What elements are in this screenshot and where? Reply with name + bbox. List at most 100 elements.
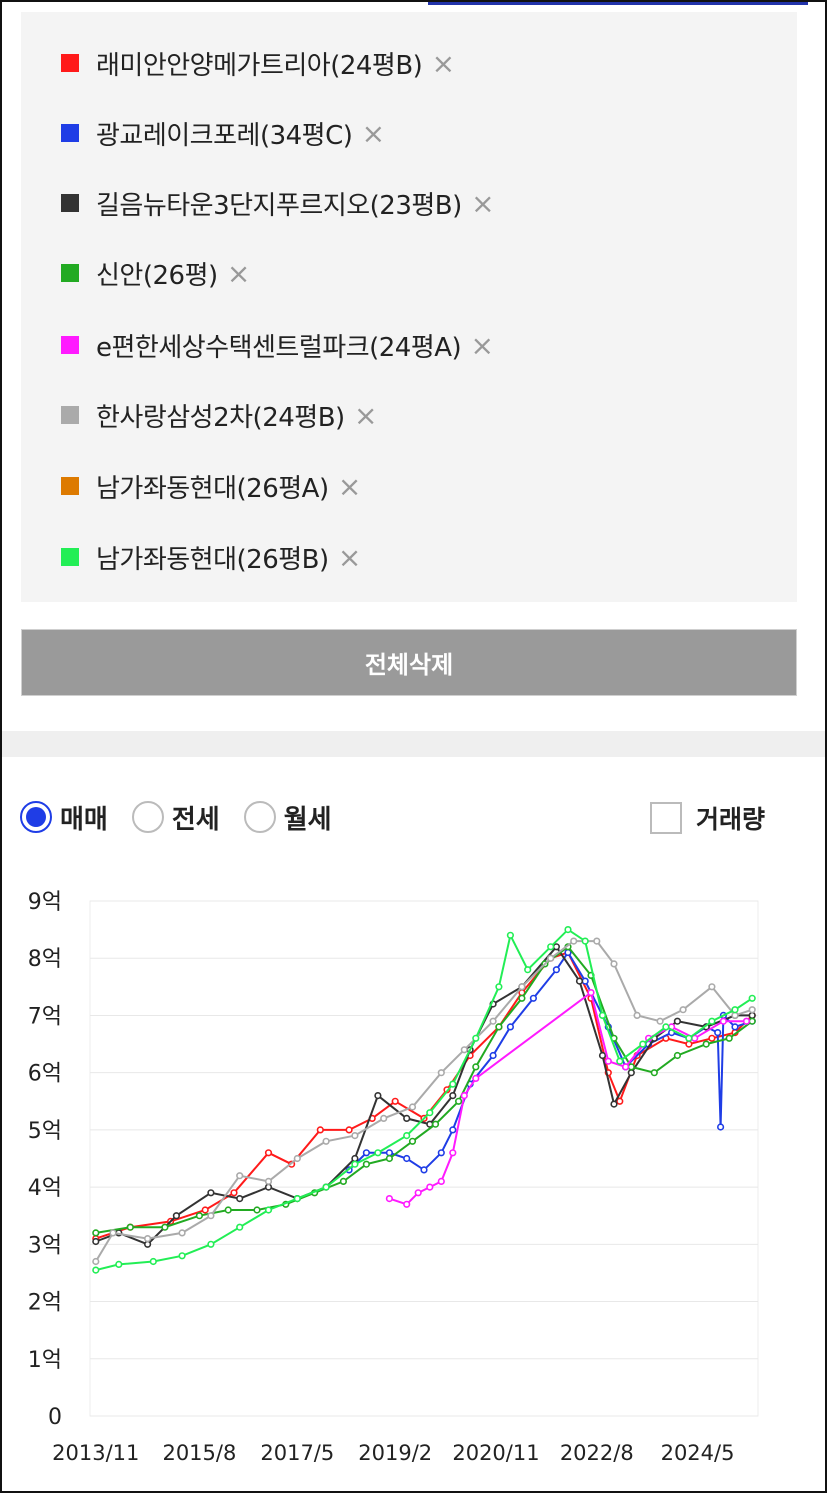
data-point <box>673 1051 682 1060</box>
remove-icon[interactable]: × <box>470 328 494 362</box>
data-point <box>685 1040 693 1048</box>
radio-sale-label: 매매 <box>60 804 108 835</box>
top-accent-line <box>428 2 808 5</box>
data-point <box>293 1195 301 1203</box>
data-point <box>673 1017 682 1025</box>
volume-toggle[interactable]: 거래량 <box>650 800 765 836</box>
legend-item: 남가좌동현대(26평B) × <box>61 537 365 577</box>
data-point <box>524 966 532 974</box>
chart-series <box>92 925 756 1274</box>
data-point <box>731 1006 739 1014</box>
y-axis-ticks: 0 1억 2억 3억 4억 5억 6억 7억 8억 9억 <box>28 890 62 1430</box>
radio-monthly-rent[interactable]: 월세 <box>243 799 332 836</box>
data-point <box>426 1183 434 1191</box>
legend-color-swatch <box>61 548 79 566</box>
data-point <box>639 1040 647 1048</box>
data-point <box>414 1189 422 1197</box>
data-point <box>236 1223 244 1231</box>
data-point <box>385 1149 394 1157</box>
data-point <box>351 1132 359 1140</box>
remove-icon[interactable]: × <box>361 116 386 150</box>
data-point <box>506 931 515 939</box>
data-point <box>362 1149 371 1157</box>
data-point <box>351 1154 359 1163</box>
remove-icon[interactable]: × <box>226 256 251 290</box>
data-point <box>529 994 538 1002</box>
x-tick-label: 2015/8 <box>162 1441 236 1465</box>
data-point <box>587 988 595 997</box>
legend-color-swatch <box>61 194 79 212</box>
radio-sale-circle[interactable] <box>20 801 52 833</box>
data-point <box>708 1017 716 1025</box>
y-tick-label: 0 <box>48 1405 62 1430</box>
legend-label: 남가좌동현대(26평A) <box>96 473 329 504</box>
radio-jeonse-label: 전세 <box>171 804 220 835</box>
data-point <box>437 1177 445 1186</box>
remove-icon[interactable]: × <box>471 186 495 220</box>
remove-icon[interactable]: × <box>353 398 378 432</box>
data-point <box>627 1063 635 1071</box>
data-point <box>616 1097 624 1105</box>
data-point <box>570 937 578 945</box>
chart-grid <box>89 900 759 1417</box>
radio-monthly-rent-label: 월세 <box>283 804 332 835</box>
data-point <box>172 1212 180 1220</box>
remove-icon[interactable]: × <box>337 540 362 574</box>
data-point <box>662 1023 670 1031</box>
data-point <box>547 943 555 951</box>
data-point <box>178 1229 186 1237</box>
data-point <box>92 1257 100 1266</box>
y-tick-label: 9억 <box>28 890 62 915</box>
y-tick-label: 6억 <box>28 1062 62 1087</box>
legend-label: 한사랑삼성2차(24평B) <box>96 402 345 433</box>
data-point <box>264 1149 273 1157</box>
data-point <box>385 1154 394 1163</box>
data-point <box>495 1023 503 1031</box>
legend-item: 래미안안양메가트리아(24평B) × <box>61 43 458 83</box>
remove-icon[interactable]: × <box>337 469 362 503</box>
data-point <box>339 1177 348 1186</box>
remove-icon[interactable]: × <box>431 46 456 80</box>
legend-item: 길음뉴타운3단지푸르지오(23평B) × <box>61 183 498 223</box>
legend-label: 래미안안양메가트리아(24평B) <box>96 50 423 81</box>
data-point <box>449 1080 457 1088</box>
data-point <box>109 1229 117 1237</box>
y-tick-label: 5억 <box>28 1119 62 1144</box>
data-point <box>374 1149 382 1157</box>
data-point <box>374 1092 382 1100</box>
y-tick-label: 8억 <box>28 947 62 972</box>
radio-monthly-rent-circle[interactable] <box>243 801 276 833</box>
data-point <box>385 1195 394 1203</box>
data-point <box>322 1183 330 1191</box>
x-tick-label: 2020/11 <box>452 1441 539 1465</box>
data-point <box>748 1011 756 1019</box>
data-point <box>714 1029 722 1037</box>
radio-jeonse[interactable]: 전세 <box>131 799 220 836</box>
volume-checkbox[interactable] <box>650 802 682 834</box>
data-point <box>748 994 756 1002</box>
data-point <box>460 1092 468 1100</box>
data-point <box>195 1212 203 1220</box>
data-point <box>581 937 589 945</box>
data-point <box>449 1092 457 1100</box>
x-tick-label: 2013/11 <box>52 1441 139 1465</box>
data-point <box>403 1132 411 1140</box>
radio-sale[interactable]: 매매 <box>20 799 108 836</box>
clear-all-button[interactable]: 전체삭제 <box>21 629 797 696</box>
data-point <box>316 1126 324 1134</box>
radio-jeonse-circle[interactable] <box>131 801 164 833</box>
data-point <box>126 1223 134 1231</box>
data-point <box>92 1237 100 1246</box>
data-point <box>345 1126 353 1134</box>
data-point <box>633 1011 641 1019</box>
data-point <box>708 983 716 991</box>
data-point <box>748 1017 756 1025</box>
data-point <box>293 1154 301 1163</box>
data-point <box>437 1149 445 1157</box>
data-point <box>408 1137 417 1145</box>
data-point <box>716 1123 725 1131</box>
deal-type-radio-group: 매매 전세 월세 <box>20 796 356 838</box>
data-point <box>380 1114 388 1122</box>
data-point <box>449 1126 457 1134</box>
data-point <box>547 954 555 962</box>
